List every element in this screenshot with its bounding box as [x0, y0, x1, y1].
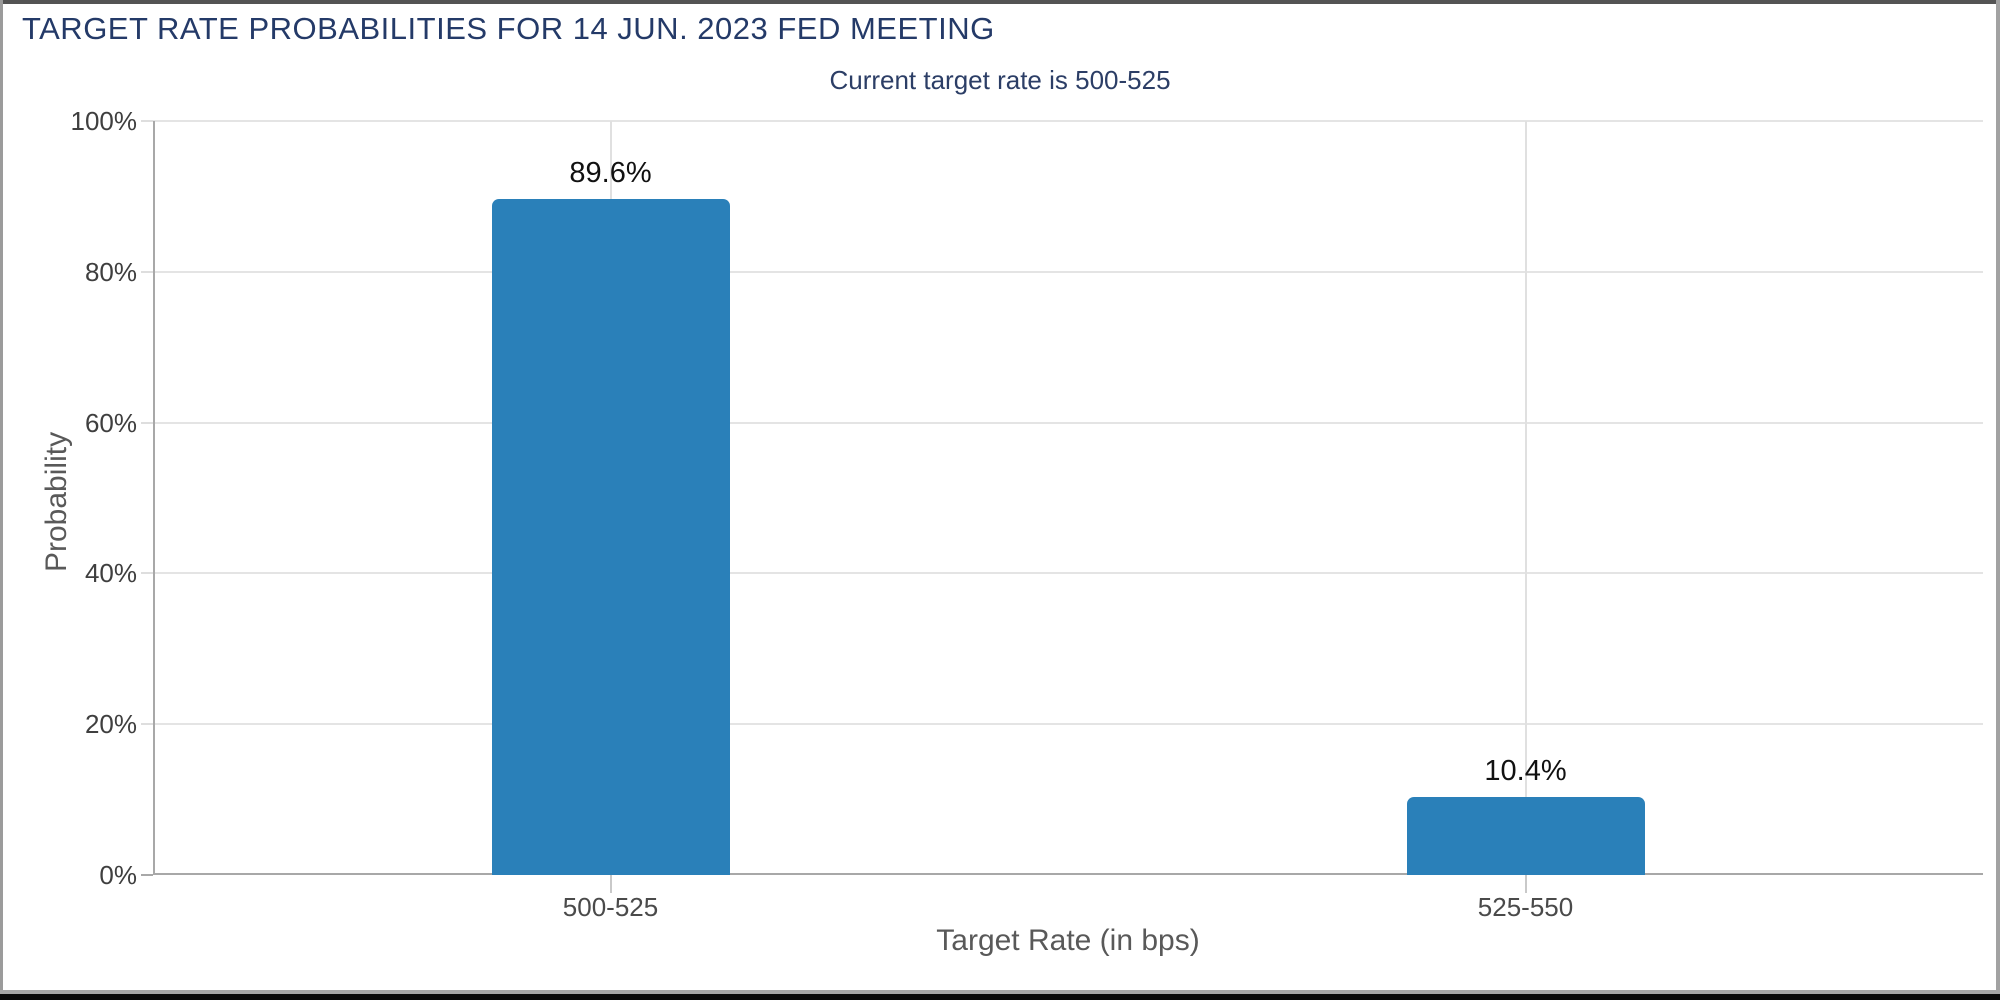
y-tick-label: 80%: [84, 256, 137, 287]
panel-border-left: [0, 0, 3, 1000]
y-gridline: [153, 270, 1983, 273]
chart-subtitle: Current target rate is 500-525: [829, 65, 1171, 95]
x-tick-label: 525-550: [1477, 892, 1574, 922]
y-tick-label: 0%: [99, 860, 137, 890]
y-axis-tick: [141, 874, 153, 876]
y-gridline: [153, 120, 1983, 122]
y-axis-tick: [141, 270, 153, 273]
y-axis-line: [153, 121, 155, 875]
probability-bar[interactable]: [1406, 796, 1645, 875]
y-gridline: [153, 421, 1983, 424]
chart-title: TARGET RATE PROBABILITIES FOR 14 JUN. 20…: [22, 11, 995, 46]
x-gridline: [1524, 121, 1527, 875]
x-tick-label: 500-525: [562, 892, 659, 922]
y-axis-tick: [141, 120, 153, 122]
x-axis-line: [153, 873, 1983, 875]
y-axis-tick: [141, 572, 153, 575]
y-tick-label: 20%: [84, 709, 137, 740]
bar-value-label: 89.6%: [569, 157, 652, 190]
bar-value-label: 10.4%: [1484, 754, 1567, 787]
y-gridline: [153, 572, 1983, 575]
y-axis-title: Probability: [40, 431, 73, 572]
y-tick-label: 100%: [70, 106, 138, 136]
y-axis-tick: [141, 421, 153, 424]
x-axis-tick: [1524, 875, 1527, 893]
y-tick-label: 40%: [84, 558, 137, 589]
panel-border-top: [0, 0, 2000, 4]
plot-area: 0% 20% 40% 60% 80% 100% 89.6% 500-525 10.4% 525-5…: [71, 106, 1983, 922]
x-axis-tick: [609, 875, 612, 893]
x-axis-title: Target Rate (in bps): [936, 924, 1200, 957]
panel-border-bottom: [0, 990, 2000, 994]
y-tick-label: 60%: [84, 407, 137, 438]
y-gridline: [153, 723, 1983, 726]
probability-bar[interactable]: [491, 199, 730, 875]
panel-border-right: [1996, 0, 2000, 1000]
panel-bottom-edge: [0, 994, 2000, 1000]
y-axis-tick: [141, 723, 153, 726]
